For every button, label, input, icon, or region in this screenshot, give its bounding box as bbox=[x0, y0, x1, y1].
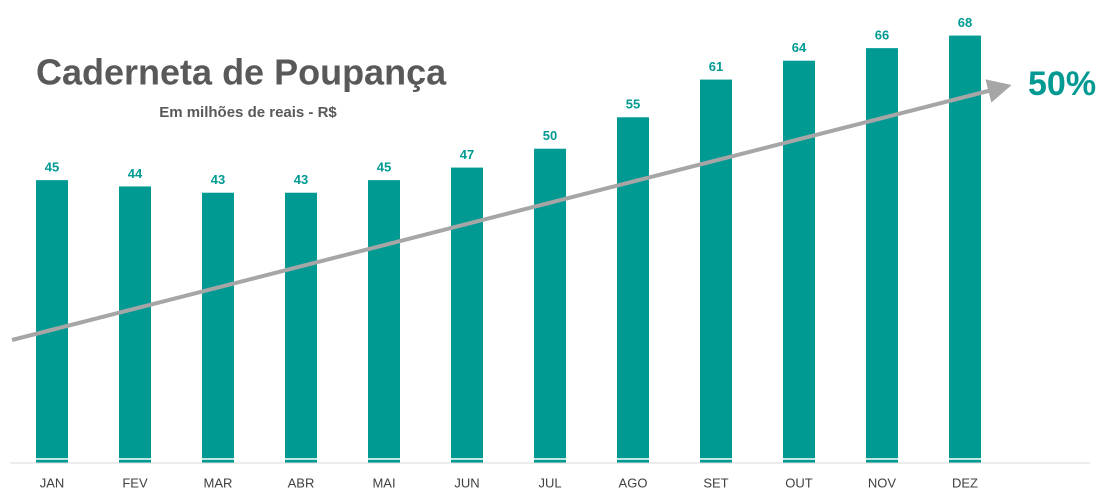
value-label: 55 bbox=[626, 97, 640, 112]
bar bbox=[534, 148, 566, 463]
bar bbox=[700, 79, 732, 464]
x-tick-label: SET bbox=[703, 475, 728, 490]
x-tick-label: JAN bbox=[40, 475, 65, 490]
x-tick-label: MAI bbox=[372, 475, 395, 490]
value-label: 61 bbox=[709, 59, 723, 74]
bar bbox=[36, 180, 68, 463]
value-label: 68 bbox=[958, 15, 972, 30]
chart-title: Caderneta de Poupança bbox=[36, 52, 447, 93]
x-tick-label: JUN bbox=[454, 475, 479, 490]
x-tick-label: OUT bbox=[785, 475, 813, 490]
bar bbox=[119, 186, 151, 463]
x-tick-label: NOV bbox=[868, 475, 897, 490]
bar bbox=[866, 48, 898, 464]
bar bbox=[783, 60, 815, 463]
x-tick-label: MAR bbox=[204, 475, 233, 490]
bar bbox=[202, 192, 234, 463]
bar bbox=[451, 167, 483, 464]
bars bbox=[36, 35, 981, 464]
value-label: 66 bbox=[875, 28, 889, 43]
x-tick-label: AGO bbox=[619, 475, 648, 490]
value-label: 45 bbox=[45, 160, 59, 175]
value-label: 45 bbox=[377, 160, 391, 175]
bar bbox=[368, 180, 400, 463]
chart-subtitle: Em milhões de reais - R$ bbox=[159, 104, 337, 121]
value-label: 47 bbox=[460, 147, 474, 162]
x-tick-label: JUL bbox=[538, 475, 561, 490]
bar bbox=[949, 35, 981, 463]
value-label: 50 bbox=[543, 128, 557, 143]
bar bbox=[285, 192, 317, 463]
trend-arrow bbox=[11, 79, 1012, 342]
value-label: 44 bbox=[128, 166, 143, 181]
value-label: 43 bbox=[294, 172, 308, 187]
bar bbox=[617, 117, 649, 464]
x-tick-label: ABR bbox=[288, 475, 315, 490]
value-label: 43 bbox=[211, 172, 225, 187]
x-tick-label: DEZ bbox=[952, 475, 978, 490]
x-tick-label: FEV bbox=[122, 475, 148, 490]
annotation: 50% bbox=[1028, 65, 1096, 103]
value-label: 64 bbox=[792, 40, 807, 55]
